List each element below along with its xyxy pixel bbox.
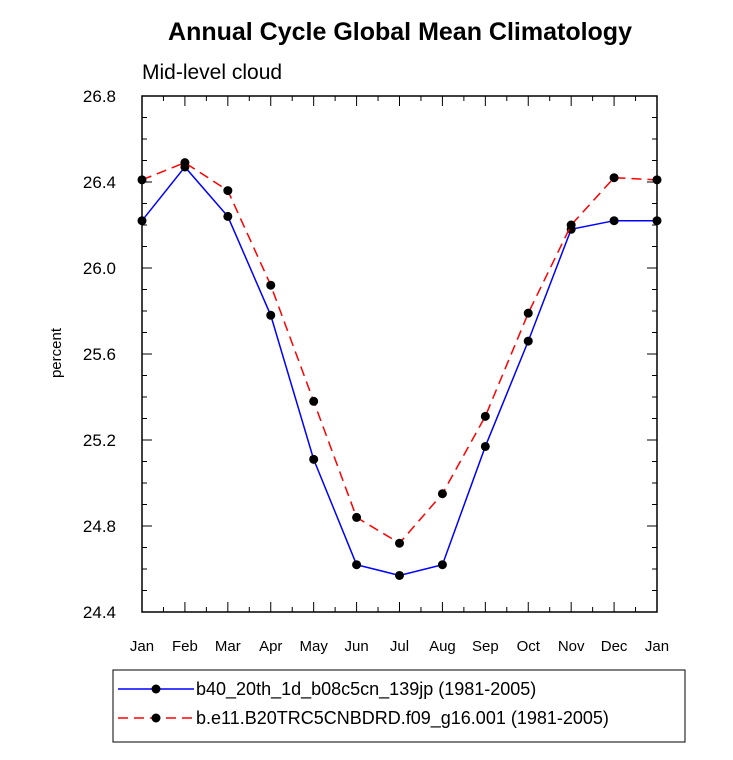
- data-point: [309, 454, 319, 464]
- data-point: [523, 308, 533, 318]
- y-tick-label: 24.8: [83, 517, 116, 536]
- data-point: [652, 175, 662, 185]
- y-tick-label: 26.4: [83, 173, 116, 192]
- data-point: [266, 280, 276, 290]
- series-layer: [137, 158, 662, 580]
- legend-marker: [151, 713, 161, 723]
- x-tick-label: Jan: [645, 638, 669, 655]
- data-point: [480, 441, 490, 451]
- x-tick-label: Jan: [130, 638, 154, 655]
- series-line: [141, 165, 657, 577]
- y-tick-label: 25.6: [83, 345, 116, 364]
- data-point: [137, 216, 147, 226]
- legend: b40_20th_1d_b08c5cn_139jp (1981-2005) b.e…: [118, 679, 609, 729]
- y-tick-label: 26.8: [83, 87, 116, 106]
- data-point: [437, 560, 447, 570]
- chart-title: Annual Cycle Global Mean Climatology: [168, 18, 632, 46]
- data-point: [395, 570, 404, 580]
- data-point: [180, 158, 190, 168]
- series-line: [141, 161, 658, 545]
- legend-box: [112, 669, 686, 743]
- y-tick-label: 24.4: [83, 603, 116, 622]
- data-point: [352, 560, 362, 570]
- series-2: [137, 158, 662, 548]
- y-tick-label: 25.2: [83, 431, 116, 450]
- data-point: [352, 512, 362, 522]
- y-tick-label: 26.0: [83, 259, 116, 278]
- data-point: [437, 489, 447, 499]
- data-point: [652, 216, 662, 226]
- plot-frame: [141, 95, 658, 613]
- data-point: [566, 220, 576, 230]
- data-point: [223, 211, 233, 221]
- legend-label: b40_20th_1d_b08c5cn_139jp (1981-2005): [196, 679, 536, 700]
- x-tick-label: Apr: [259, 638, 282, 655]
- x-tick-label: Jun: [344, 638, 368, 655]
- series-1: [137, 162, 662, 580]
- x-tick-label: Aug: [429, 638, 456, 655]
- x-tick-label: Jul: [390, 638, 409, 655]
- x-tick-label: Oct: [517, 638, 541, 655]
- y-tick-labels: 24.4 24.8 25.2 25.6 26.0 26.4 26.8: [83, 87, 116, 622]
- data-point: [609, 216, 619, 226]
- data-point: [523, 336, 533, 346]
- legend-label: b.e11.B20TRC5CNBDRD.f09_g16.001 (1981-20…: [196, 708, 609, 729]
- x-tick-labels: Jan Feb Mar Apr May Jun Jul Aug Sep Oct Nov Dec Jan: [130, 638, 669, 655]
- x-tick-label: May: [299, 638, 328, 655]
- data-point: [266, 310, 276, 320]
- x-tick-label: Nov: [558, 638, 585, 655]
- data-point: [223, 186, 233, 196]
- data-point: [480, 411, 490, 421]
- x-tick-label: Mar: [215, 638, 241, 655]
- x-tick-label: Sep: [472, 638, 499, 655]
- x-tick-label: Feb: [172, 638, 198, 655]
- data-point: [137, 175, 147, 185]
- chart-subtitle: Mid-level cloud: [142, 61, 282, 84]
- legend-marker: [151, 684, 161, 694]
- x-tick-label: Dec: [601, 638, 628, 655]
- data-point: [609, 173, 619, 183]
- data-point: [309, 396, 319, 406]
- data-point: [395, 538, 404, 548]
- axis-ticks: [141, 95, 658, 613]
- y-axis-label: percent: [48, 327, 65, 378]
